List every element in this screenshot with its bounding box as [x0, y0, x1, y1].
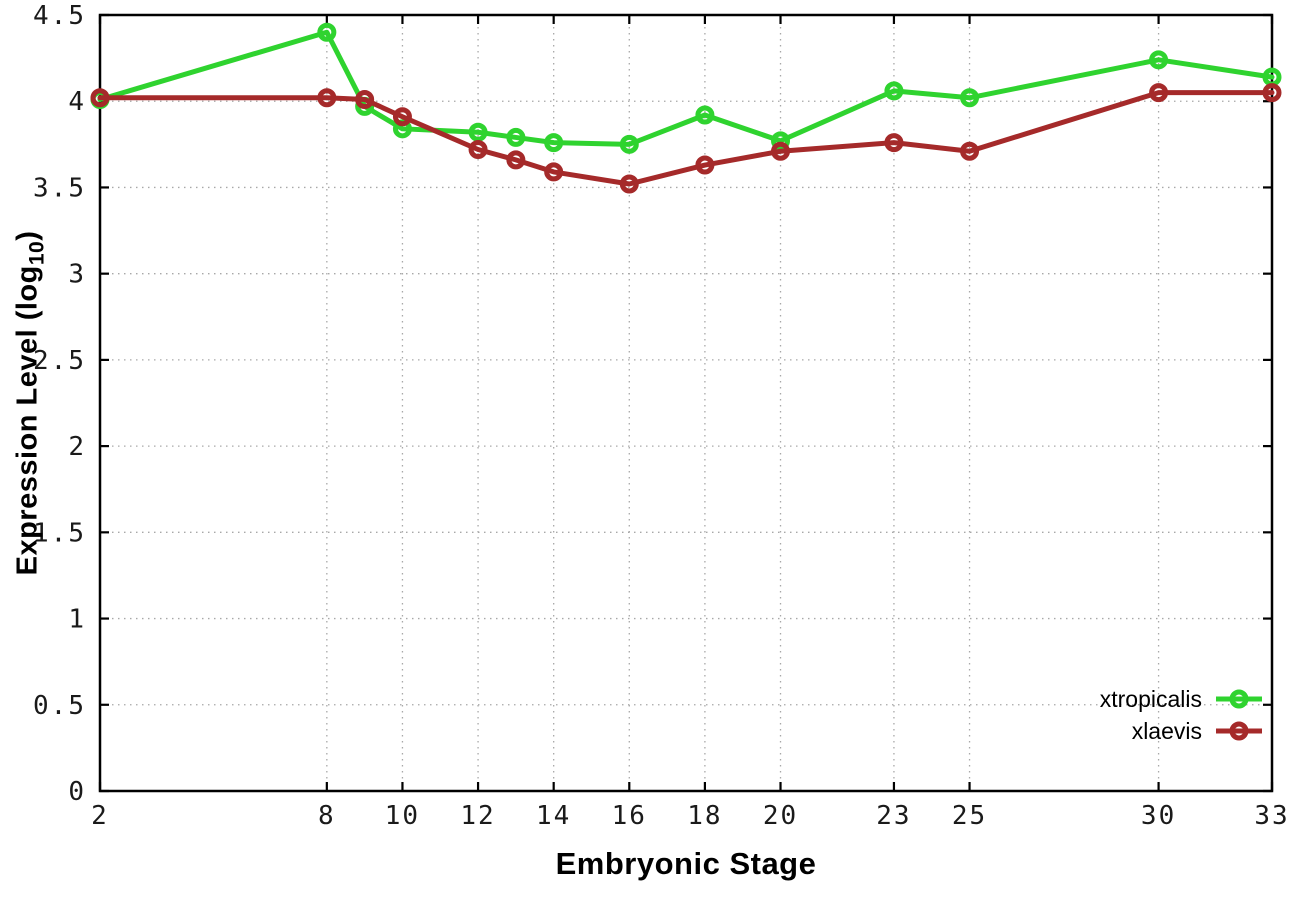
- legend-label-xtropicalis: xtropicalis: [1099, 685, 1202, 712]
- x-tick-label: 25: [952, 801, 987, 831]
- data-point-xlaevis: [392, 107, 412, 127]
- y-tick-label: 3: [68, 260, 86, 290]
- data-point-xlaevis: [90, 88, 110, 108]
- plot-border: [98, 13, 1274, 793]
- y-axis-title-subscript: 10: [25, 240, 49, 266]
- data-point-xlaevis: [1149, 83, 1169, 103]
- x-tick-label: 2: [91, 801, 109, 831]
- data-point-xlaevis: [771, 141, 791, 161]
- y-tick-label: 0: [68, 777, 86, 807]
- data-point-xlaevis: [1262, 83, 1282, 103]
- legend: xtropicalis xlaevis: [1100, 685, 1264, 745]
- data-point-xtropicalis: [884, 81, 904, 101]
- data-point-xtropicalis: [695, 105, 715, 125]
- data-point-xtropicalis: [468, 122, 488, 142]
- x-tick-label: 20: [763, 801, 798, 831]
- y-tick-label: 1: [68, 605, 86, 635]
- y-tick-label: 4: [68, 87, 86, 117]
- legend-entry-xtropicalis: xtropicalis: [1100, 685, 1264, 713]
- data-point-xtropicalis: [317, 22, 337, 42]
- x-tick-label: 8: [318, 801, 336, 831]
- data-point-xtropicalis: [544, 133, 564, 153]
- data-point-xlaevis: [355, 89, 375, 109]
- y-tick-label: 3.5: [33, 173, 86, 203]
- y-axis-title-close: ): [11, 230, 44, 241]
- x-tick-label: 14: [536, 801, 571, 831]
- x-tick-label: 33: [1254, 801, 1289, 831]
- data-point-xtropicalis: [506, 127, 526, 147]
- y-tick-label: 1.5: [33, 518, 86, 548]
- y-axis-title: Expression Level (log10): [11, 230, 49, 576]
- data-point-xlaevis: [884, 133, 904, 153]
- data-point-xlaevis: [468, 140, 488, 160]
- x-tick-label: 18: [687, 801, 722, 831]
- legend-entry-xlaevis: xlaevis: [1100, 717, 1264, 745]
- series-line-xlaevis: [97, 90, 1275, 187]
- x-tick-label: 10: [385, 801, 420, 831]
- data-point-xtropicalis: [619, 134, 639, 154]
- y-tick-label: 4.5: [33, 1, 86, 31]
- legend-sample-xtropicalis-icon: [1216, 689, 1262, 709]
- series-line-xtropicalis: [97, 29, 1275, 147]
- y-tick-label: 0.5: [33, 691, 86, 721]
- y-tick-label: 2: [68, 432, 86, 462]
- y-axis-title-main: Expression Level (log: [11, 265, 44, 576]
- legend-label-xlaevis: xlaevis: [1131, 717, 1202, 744]
- data-point-xlaevis: [317, 88, 337, 108]
- x-tick-label: 23: [876, 801, 911, 831]
- data-point-xlaevis: [506, 150, 526, 170]
- data-point-xtropicalis: [771, 131, 791, 151]
- data-point-xtropicalis: [960, 88, 980, 108]
- x-tick-label: 30: [1141, 801, 1176, 831]
- data-point-xlaevis: [960, 141, 980, 161]
- x-axis-title: Embryonic Stage: [555, 846, 817, 881]
- x-tick-label: 16: [612, 801, 647, 831]
- y-tick-label: 2.5: [33, 346, 86, 376]
- legend-sample-xlaevis-icon: [1216, 721, 1262, 741]
- data-point-xtropicalis: [1149, 50, 1169, 70]
- x-tick-label: 12: [460, 801, 495, 831]
- data-point-xlaevis: [619, 174, 639, 194]
- data-point-xlaevis: [544, 162, 564, 182]
- data-point-xlaevis: [695, 155, 715, 175]
